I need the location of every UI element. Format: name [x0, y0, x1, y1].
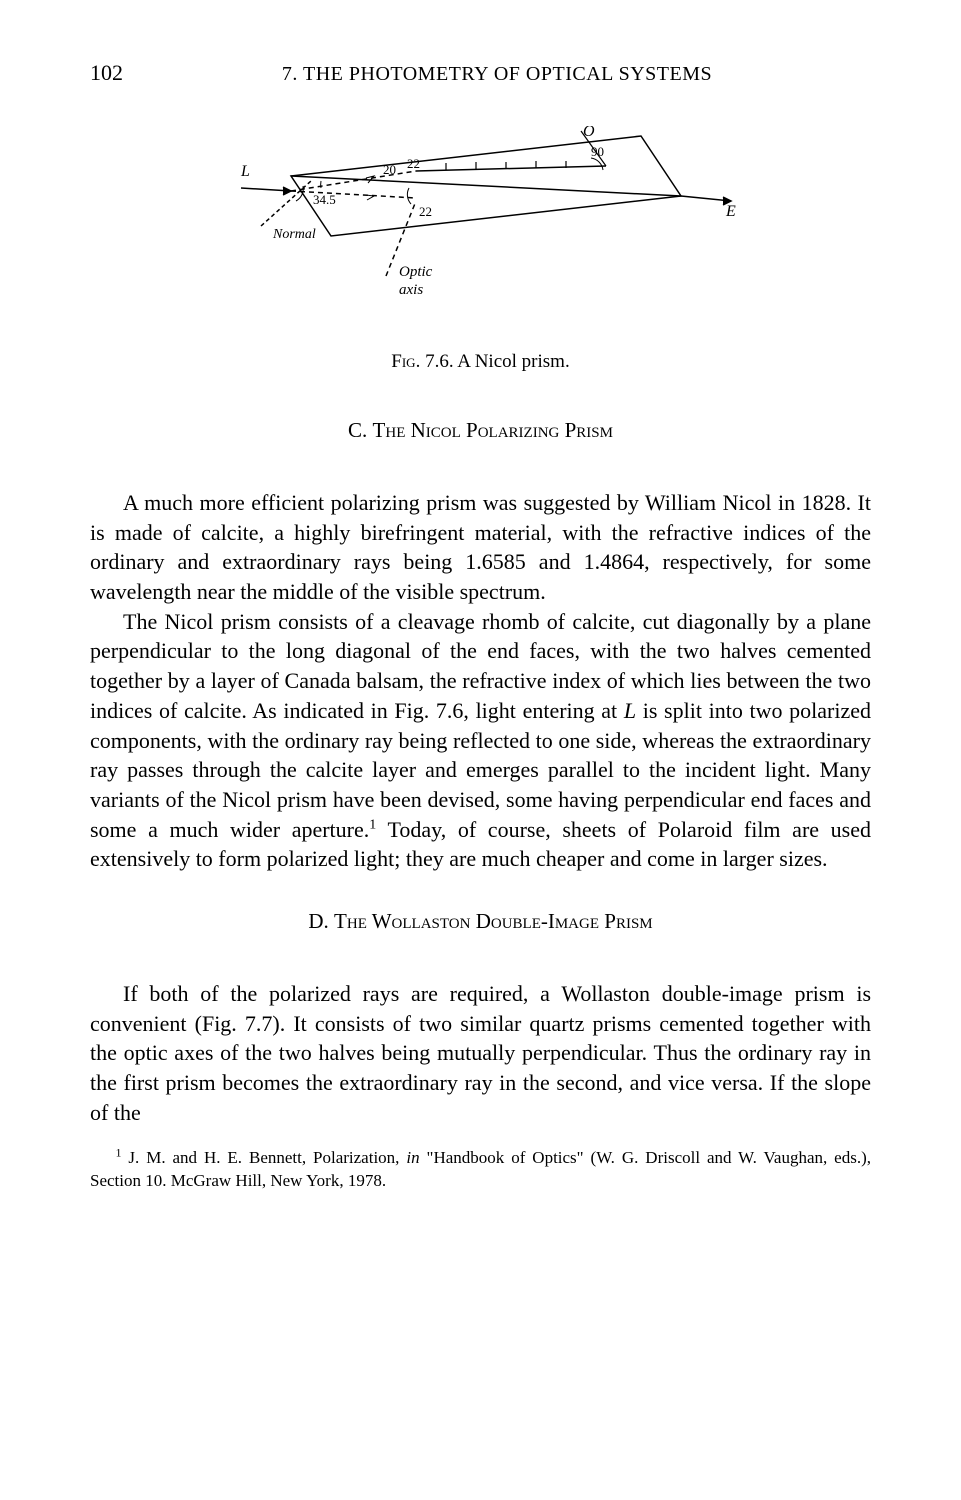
fig-number: 7.6. — [425, 351, 454, 372]
label-E: E — [725, 203, 736, 220]
figure-caption: Fig. 7.6. A Nicol prism. — [90, 351, 871, 373]
label-90: 90 — [591, 144, 604, 159]
label-normal: Normal — [272, 227, 316, 242]
section-c-para1: A much more efficient polarizing prism w… — [90, 488, 871, 607]
section-d-para1: If both of the polarized rays are requir… — [90, 979, 871, 1127]
p2L: L — [624, 698, 636, 723]
figure-nicol-prism: L O E Normal 34.5 20 22 22 90 Optic axis… — [90, 126, 871, 373]
section-c-title: The Nicol Polarizing Prism — [373, 418, 613, 442]
section-d-letter: D. — [308, 909, 328, 933]
section-d-body: If both of the polarized rays are requir… — [90, 979, 871, 1127]
label-L: L — [240, 163, 250, 180]
section-c-letter: C. — [348, 418, 367, 442]
label-22-bottom: 22 — [419, 204, 432, 219]
page-number: 102 — [90, 60, 123, 86]
fn-a: J. M. and H. E. Bennett, Polarization, — [122, 1148, 407, 1167]
page-header: 102 7. THE PHOTOMETRY OF OPTICAL SYSTEMS — [90, 60, 871, 86]
label-20: 20 — [383, 162, 396, 177]
section-d-title: The Wollaston Double-Image Prism — [334, 909, 653, 933]
nicol-prism-diagram: L O E Normal 34.5 20 22 22 90 Optic axis — [221, 126, 741, 336]
section-c-para2: The Nicol prism consists of a cleavage r… — [90, 607, 871, 874]
label-345: 34.5 — [313, 192, 336, 207]
chapter-title: 7. THE PHOTOMETRY OF OPTICAL SYSTEMS — [123, 63, 871, 86]
fn-in: in — [406, 1148, 419, 1167]
label-axis: axis — [399, 282, 423, 298]
label-optic: Optic — [399, 264, 433, 280]
section-c-heading: C. The Nicol Polarizing Prism — [90, 418, 871, 443]
label-O: O — [583, 126, 595, 140]
section-d-heading: D. The Wollaston Double-Image Prism — [90, 909, 871, 934]
fig-label: Fig. — [391, 351, 420, 372]
section-c-body: A much more efficient polarizing prism w… — [90, 488, 871, 874]
fig-text: A Nicol prism. — [457, 351, 569, 372]
footnote-1: 1 J. M. and H. E. Bennett, Polarization,… — [90, 1147, 871, 1193]
label-22-top: 22 — [407, 156, 420, 171]
